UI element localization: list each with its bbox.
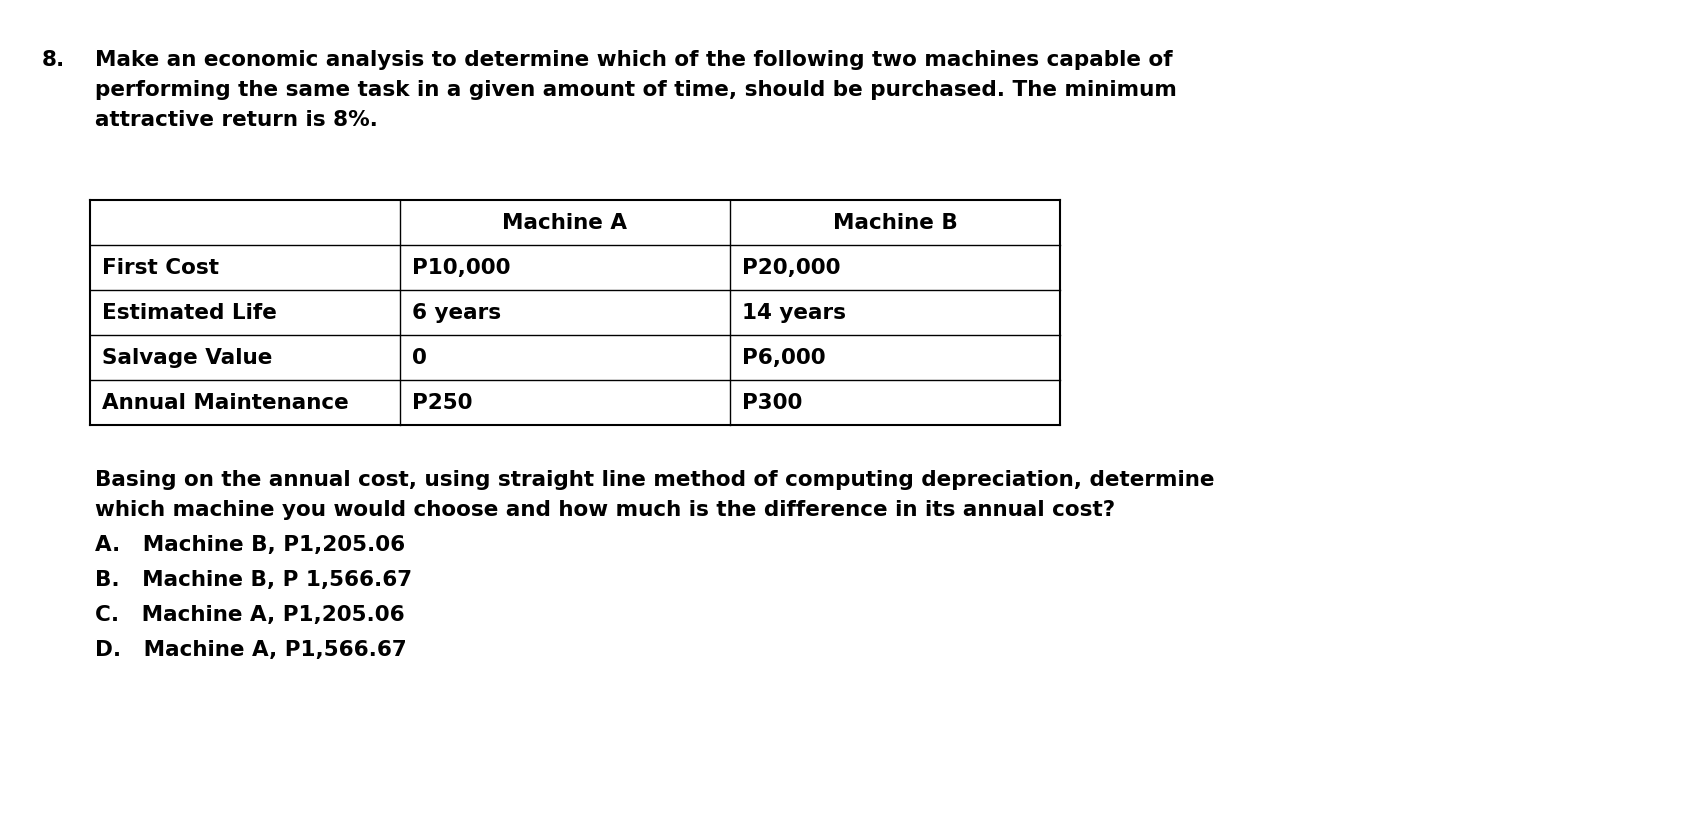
Text: Machine B: Machine B — [832, 213, 958, 232]
Text: D.   Machine A, P1,566.67: D. Machine A, P1,566.67 — [94, 640, 408, 660]
Text: 14 years: 14 years — [743, 303, 845, 323]
Text: Salvage Value: Salvage Value — [103, 348, 273, 368]
Text: P20,000: P20,000 — [743, 257, 840, 277]
Text: 0: 0 — [413, 348, 426, 368]
Text: 8.: 8. — [42, 50, 66, 70]
Text: P250: P250 — [413, 392, 473, 412]
Text: Estimated Life: Estimated Life — [103, 303, 276, 323]
Text: P10,000: P10,000 — [413, 257, 510, 277]
Text: 6 years: 6 years — [413, 303, 502, 323]
Text: Machine A: Machine A — [502, 213, 628, 232]
Text: Annual Maintenance: Annual Maintenance — [103, 392, 349, 412]
Text: P300: P300 — [743, 392, 802, 412]
Text: attractive return is 8%.: attractive return is 8%. — [94, 110, 377, 130]
Text: Basing on the annual cost, using straight line method of computing depreciation,: Basing on the annual cost, using straigh… — [94, 470, 1214, 490]
Text: which machine you would choose and how much is the difference in its annual cost: which machine you would choose and how m… — [94, 500, 1115, 520]
Text: P6,000: P6,000 — [743, 348, 825, 368]
Text: performing the same task in a given amount of time, should be purchased. The min: performing the same task in a given amou… — [94, 80, 1177, 100]
Text: Make an economic analysis to determine which of the following two machines capab: Make an economic analysis to determine w… — [94, 50, 1172, 70]
Text: A.   Machine B, P1,205.06: A. Machine B, P1,205.06 — [94, 535, 406, 555]
Text: B.   Machine B, P 1,566.67: B. Machine B, P 1,566.67 — [94, 570, 413, 590]
Text: First Cost: First Cost — [103, 257, 219, 277]
Text: C.   Machine A, P1,205.06: C. Machine A, P1,205.06 — [94, 605, 404, 625]
